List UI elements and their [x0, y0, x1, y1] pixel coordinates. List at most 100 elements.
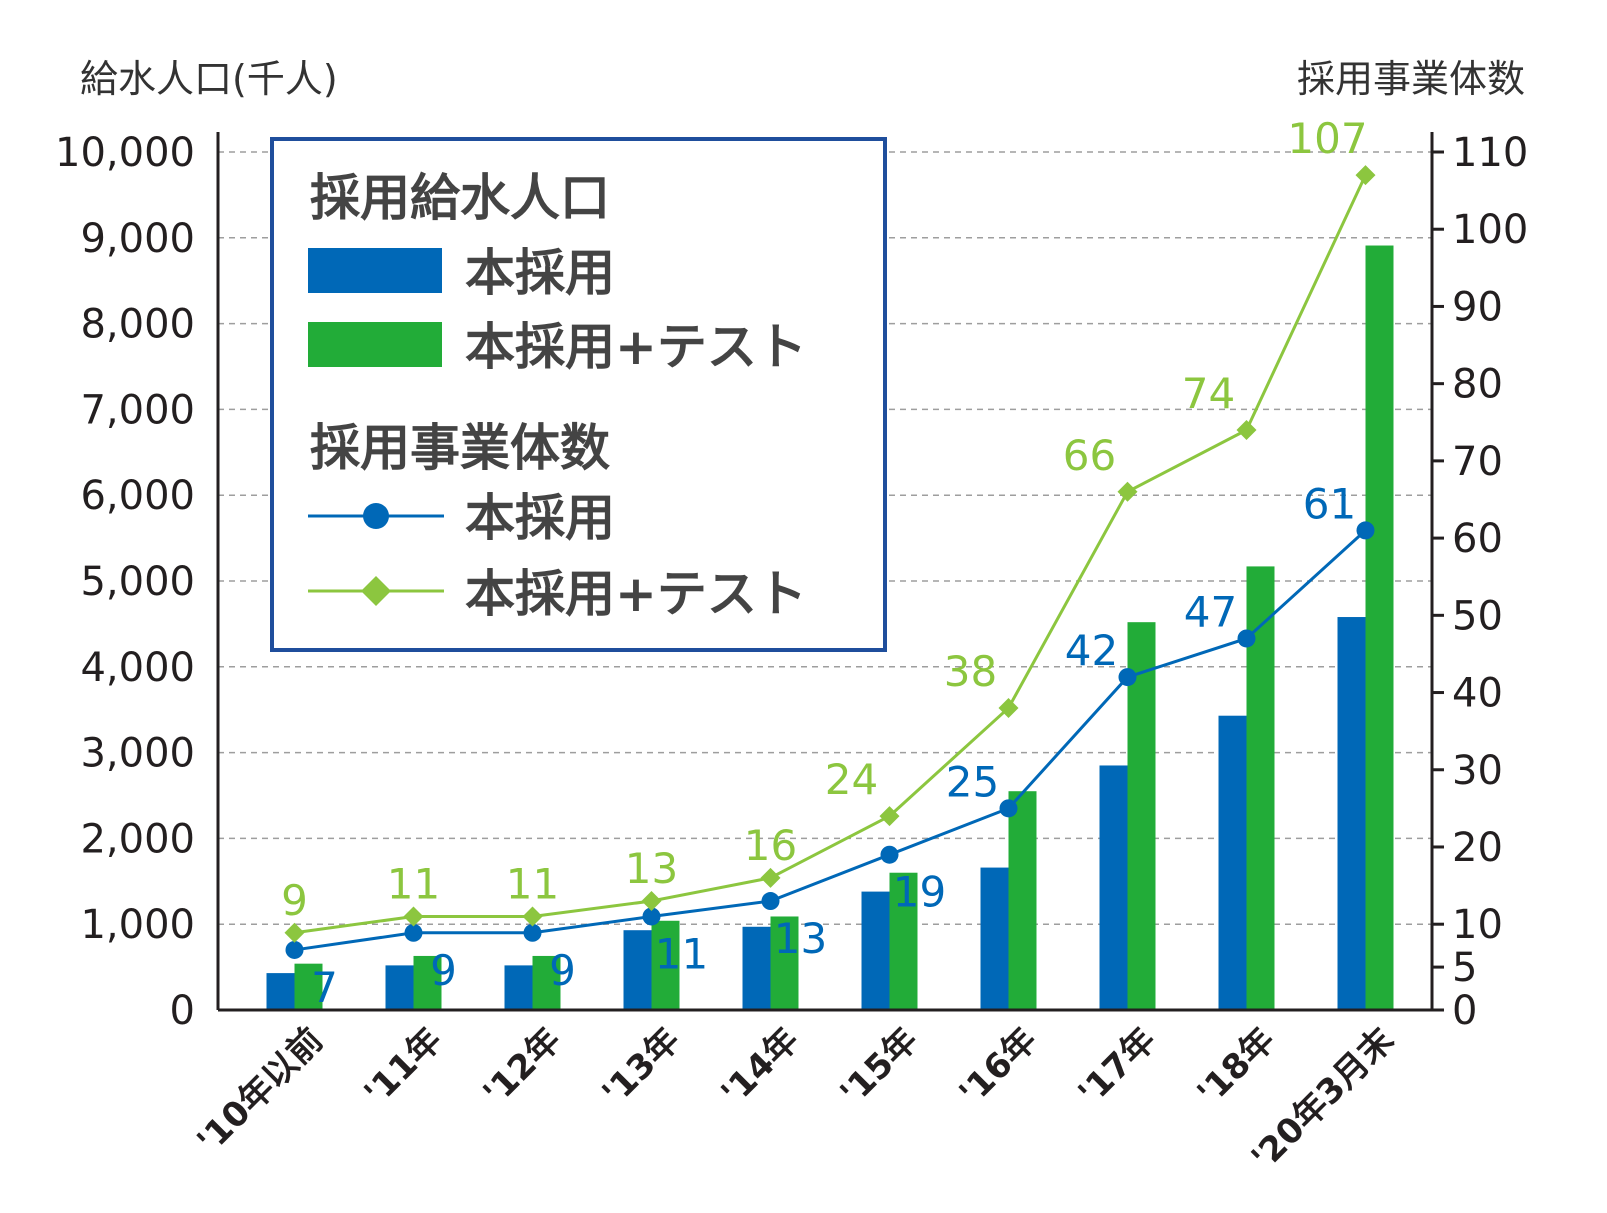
- data-label-test: 107: [1287, 114, 1367, 163]
- point-hon-1: [404, 923, 423, 942]
- right-tick-label: 30: [1452, 748, 1503, 794]
- data-label-test: 24: [825, 755, 878, 804]
- category-label: '16年: [952, 1020, 1045, 1113]
- point-test-0: [284, 922, 305, 943]
- data-label-hon: 61: [1303, 479, 1356, 528]
- right-tick-label: 100: [1452, 207, 1528, 253]
- bar-hon-6: [980, 867, 1009, 1010]
- data-label-hon: 42: [1065, 626, 1118, 675]
- right-tick-label: 10: [1452, 902, 1503, 948]
- right-tick-label: 90: [1452, 284, 1503, 330]
- point-test-3: [641, 891, 662, 912]
- bar-test-3: [651, 920, 680, 1010]
- data-label-test: 38: [944, 647, 997, 696]
- left-tick-label: 3,000: [80, 731, 195, 777]
- data-label-test: 16: [744, 821, 797, 870]
- category-label: '14年: [714, 1020, 807, 1113]
- point-test-7: [1117, 481, 1138, 502]
- data-label-hon: 25: [946, 757, 999, 806]
- legend-line-label-hon: 本採用: [465, 489, 615, 547]
- point-hon-0: [285, 940, 304, 959]
- bar-test-0: [294, 963, 323, 1010]
- right-tick-label: 80: [1452, 362, 1503, 408]
- point-hon-5: [880, 845, 899, 864]
- right-tick-label: 110: [1452, 130, 1528, 176]
- legend-bar-label-hon: 本採用: [465, 244, 615, 302]
- point-hon-7: [1118, 668, 1137, 687]
- legend-bar-swatch-hon: [308, 248, 442, 293]
- legend-bar-swatch-test: [308, 322, 442, 367]
- point-hon-3: [642, 907, 661, 926]
- data-label-hon: 13: [774, 914, 827, 963]
- bar-test-9: [1365, 245, 1394, 1011]
- bar-hon-2: [504, 965, 533, 1010]
- left-tick-label: 5,000: [80, 559, 195, 605]
- right-tick-label: 0: [1452, 988, 1477, 1034]
- left-tick-label: 1,000: [80, 902, 195, 948]
- category-label: '15年: [833, 1020, 926, 1113]
- bar-hon-0: [266, 973, 295, 1010]
- bar-test-2: [532, 955, 561, 1010]
- bar-hon-7: [1099, 765, 1128, 1010]
- category-label: '13年: [595, 1020, 688, 1113]
- bar-hon-9: [1337, 617, 1366, 1010]
- category-label: '10年以前: [190, 1020, 331, 1161]
- point-test-9: [1355, 165, 1376, 186]
- legend-line-heading: 採用事業体数: [310, 419, 610, 477]
- data-label-test: 66: [1063, 431, 1116, 480]
- legend-line-label-test: 本採用+テスト: [465, 565, 807, 623]
- bar-test-5: [889, 872, 918, 1010]
- data-label-hon: 19: [893, 868, 946, 917]
- data-label-hon: 47: [1184, 587, 1237, 636]
- bar-test-1: [413, 955, 442, 1010]
- right-tick-label: 5: [1452, 945, 1477, 991]
- data-label-hon: 11: [655, 929, 708, 978]
- line-test: [294, 174, 1367, 935]
- left-tick-label: 4,000: [80, 645, 195, 691]
- point-test-4: [760, 867, 781, 888]
- data-label-test: 11: [506, 859, 559, 908]
- point-test-8: [1236, 419, 1257, 440]
- bar-hon-8: [1218, 715, 1247, 1010]
- bar-hon-1: [385, 965, 414, 1010]
- point-test-1: [403, 906, 424, 927]
- right-tick-label: 50: [1452, 593, 1503, 639]
- left-tick-label: 2,000: [80, 816, 195, 862]
- point-test-2: [522, 906, 543, 927]
- data-label-hon: 9: [549, 946, 576, 995]
- left-tick-label: 8,000: [80, 302, 195, 348]
- point-hon-2: [523, 923, 542, 942]
- data-label-test: 13: [625, 844, 678, 893]
- category-label: '12年: [476, 1020, 569, 1113]
- point-hon-9: [1356, 521, 1375, 540]
- lines-layer: [284, 165, 1376, 959]
- right-tick-label: 20: [1452, 825, 1503, 871]
- right-axis-title: 採用事業体数: [1297, 57, 1525, 101]
- bar-hon-3: [623, 930, 652, 1010]
- data-label-hon: 9: [430, 946, 457, 995]
- left-axis-title: 給水人口(千人): [80, 57, 338, 101]
- left-tick-label: 9,000: [80, 216, 195, 262]
- data-label-test: 74: [1182, 369, 1235, 418]
- legend-frame: [270, 137, 887, 652]
- legend-circle-marker: [363, 503, 389, 529]
- bar-test-6: [1008, 791, 1037, 1010]
- point-hon-8: [1237, 629, 1256, 648]
- left-tick-label: 7,000: [80, 387, 195, 433]
- bar-hon-4: [742, 926, 771, 1010]
- category-label: '11年: [357, 1020, 450, 1113]
- point-test-6: [998, 697, 1019, 718]
- data-label-test: 11: [387, 859, 440, 908]
- point-hon-6: [999, 799, 1018, 818]
- legend: 採用給水人口 本採用 本採用+テスト 採用事業体数 本採用 本採用+テスト: [270, 137, 887, 652]
- bar-hon-5: [861, 891, 890, 1010]
- point-test-5: [879, 806, 900, 827]
- legend-bar-heading: 採用給水人口: [310, 169, 610, 227]
- legend-bar-label-test: 本採用+テスト: [465, 318, 807, 376]
- data-label-hon: 7: [311, 963, 338, 1012]
- left-tick-label: 6,000: [80, 473, 195, 519]
- left-tick-label: 0: [170, 988, 195, 1034]
